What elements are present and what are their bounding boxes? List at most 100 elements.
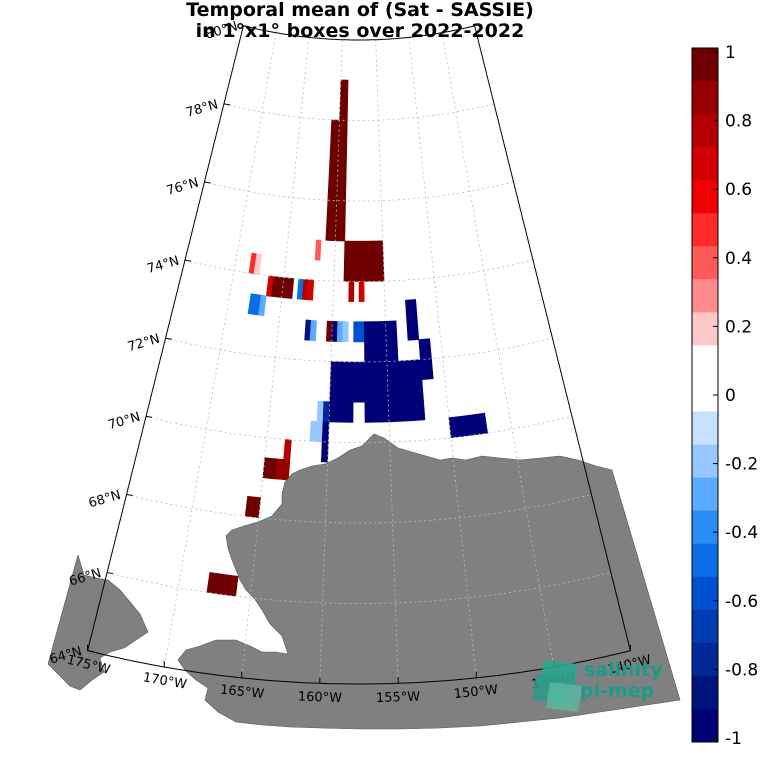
polar-map: 64°N66°N68°N70°N72°N74°N76°N78°N80°N 175… [47, 19, 681, 730]
colorbar-swatch-4 [692, 180, 718, 214]
colorbar-tick-label-4: 0.2 [725, 317, 752, 337]
colorbar-swatch-3 [692, 147, 718, 181]
lat-tick-4 [165, 337, 172, 340]
lon-label-1: 170°W [142, 670, 188, 692]
data-cell-51 [399, 400, 414, 422]
data-cell-47 [340, 401, 354, 423]
colorbar-tick-label-5: 0 [725, 386, 736, 406]
data-cell-35 [329, 361, 343, 403]
data-cell-16 [281, 277, 295, 299]
data-cell-57 [472, 412, 488, 436]
colorbar-tick-label-3: 0.4 [725, 249, 752, 269]
lat-gridline-4 [165, 337, 553, 363]
data-cell-46 [328, 401, 342, 423]
colorbar-tick-label-2: 0.6 [725, 180, 752, 200]
data-cell-31 [363, 321, 377, 363]
data-cell-11 [372, 240, 385, 282]
colorbar-swatch-12 [692, 444, 718, 479]
data-cell-3 [327, 159, 339, 201]
land-mass [47, 433, 681, 730]
title-line-1: Temporal mean of (Sat - SASSIE) [186, 0, 534, 21]
map-frame [86, 25, 632, 685]
alaska-land [177, 433, 681, 730]
colorbar-tick-label-10: -1 [725, 729, 742, 749]
data-cell-37 [352, 361, 366, 403]
chart-title: Temporal mean of (Sat - SASSIE) in 1°x1°… [0, 0, 720, 42]
colorbar-swatch-13 [692, 477, 718, 512]
data-cells [206, 79, 488, 597]
lon-gridline-3 [319, 39, 343, 684]
data-cell-48 [364, 401, 378, 423]
lon-label-2: 165°W [219, 683, 265, 703]
lat-tick-3 [145, 415, 153, 418]
chukotka-land [47, 553, 149, 691]
colorbar-swatch-18 [692, 642, 718, 677]
lat-gridline-6 [204, 181, 514, 202]
data-cell-60 [275, 458, 291, 481]
lon-gridline-5 [408, 37, 477, 678]
lat-tick-1 [106, 572, 114, 575]
colorbar-swatch-6 [692, 246, 718, 280]
logo-text-salinity: salinity [584, 659, 663, 681]
colorbar-swatch-16 [692, 576, 718, 611]
data-cell-30 [353, 321, 365, 343]
lat-label-8: 80°N [204, 19, 240, 42]
lat-tick-0 [87, 650, 94, 653]
logo-text-pimep: pi-mep [580, 680, 654, 702]
colorbar-tick-label-7: -0.4 [725, 523, 758, 543]
colorbar-border [691, 47, 719, 743]
colorbar-swatch-9 [692, 345, 718, 379]
data-cell-10 [363, 240, 375, 282]
lat-gridline-5 [184, 259, 534, 282]
data-cell-21 [358, 281, 365, 302]
colorbar-ticks: 1 0.8 0.6 0.4 0.2 0 -0.2 -0.4 -0.6 -0.8 -1 [713, 43, 758, 749]
data-cell-32 [374, 320, 388, 363]
lon-gridline-6 [441, 32, 555, 668]
title-line-2: in 1°x1° boxes over 2022-2022 [195, 20, 525, 42]
data-cell-8 [343, 240, 355, 282]
colorbar-swatch-2 [692, 114, 718, 148]
data-cell-33 [385, 320, 399, 362]
data-cell-19 [307, 279, 315, 301]
colorbar-tick-label-9: -0.8 [725, 660, 758, 680]
data-cell-27 [331, 320, 339, 342]
colorbar-swatch-11 [692, 411, 718, 446]
lat-tick-7 [223, 103, 230, 106]
lon-label-3: 160°W [298, 690, 343, 707]
data-cell-58 [283, 439, 292, 461]
lon-gridline-4 [375, 39, 399, 684]
lon-gridline-2 [241, 37, 310, 678]
data-cell-63 [220, 574, 239, 597]
colorbar-swatch-0 [692, 48, 718, 82]
colorbar-tick-label-0: 1 [725, 43, 736, 63]
data-cell-29 [342, 321, 349, 343]
data-cell-52 [411, 399, 426, 422]
data-cell-59 [262, 457, 278, 480]
lon-gridline-1 [163, 32, 277, 668]
lat-label-3: 70°N [106, 410, 142, 433]
graticule [106, 32, 612, 684]
lon-label-5: 150°W [453, 683, 499, 703]
data-cell-36 [341, 361, 354, 403]
data-cell-7 [314, 239, 322, 261]
data-cell-64 [206, 572, 225, 595]
lat-tick-2 [126, 493, 133, 496]
data-cell-44 [316, 400, 325, 422]
colorbar-swatch-8 [692, 312, 718, 346]
lat-gridline-7 [223, 103, 495, 121]
lat-tick-8 [243, 25, 250, 28]
lat-label-4: 72°N [126, 332, 162, 355]
lat-label-6: 76°N [165, 175, 201, 198]
colorbar-swatch-10 [692, 378, 718, 413]
data-cell-23 [258, 294, 267, 317]
lat-gridline-2 [126, 494, 592, 524]
data-cell-39 [375, 361, 389, 403]
data-cell-49 [376, 401, 390, 423]
lat-label-7: 78°N [184, 97, 220, 120]
colorbar-scale [691, 47, 719, 743]
colorbar-swatch-15 [692, 543, 718, 578]
lat-tick-5 [184, 259, 192, 262]
data-cell-6 [334, 200, 346, 242]
data-cell-5 [325, 199, 338, 242]
data-cell-43 [418, 338, 434, 381]
